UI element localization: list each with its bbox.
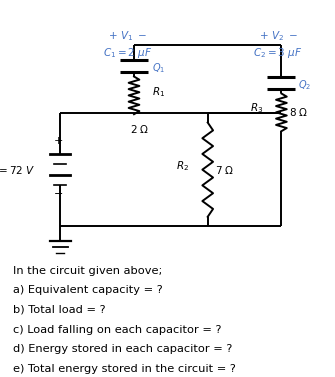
Text: $Q_1$: $Q_1$ [152, 61, 166, 75]
Text: b) Total load = ?: b) Total load = ? [13, 305, 106, 315]
Text: $R_1$: $R_1$ [152, 85, 165, 98]
Text: $+\ V_2\ -$: $+\ V_2\ -$ [259, 29, 297, 43]
Text: −: − [54, 189, 63, 199]
Text: a) Equivalent capacity = ?: a) Equivalent capacity = ? [13, 285, 163, 296]
Text: $C_2=3\ \mu F$: $C_2=3\ \mu F$ [253, 46, 303, 60]
Text: $R_2$: $R_2$ [176, 159, 189, 173]
Text: $C_1=2\ \mu F$: $C_1=2\ \mu F$ [103, 46, 152, 60]
Text: $R_3$: $R_3$ [250, 102, 263, 115]
Text: $Q_2$: $Q_2$ [298, 78, 311, 92]
Text: $+\ V_1\ -$: $+\ V_1\ -$ [108, 29, 147, 43]
Text: $7\ \Omega$: $7\ \Omega$ [215, 164, 234, 176]
Text: d) Energy stored in each capacitor = ?: d) Energy stored in each capacitor = ? [13, 344, 233, 354]
Text: $E=72\ V$: $E=72\ V$ [0, 164, 35, 176]
Text: $8\ \Omega$: $8\ \Omega$ [289, 106, 308, 118]
Text: $2\ \Omega$: $2\ \Omega$ [130, 123, 150, 135]
Text: In the circuit given above;: In the circuit given above; [13, 266, 163, 276]
Text: e) Total energy stored in the circuit = ?: e) Total energy stored in the circuit = … [13, 364, 236, 374]
Text: +: + [54, 136, 63, 146]
Text: c) Load falling on each capacitor = ?: c) Load falling on each capacitor = ? [13, 325, 222, 335]
